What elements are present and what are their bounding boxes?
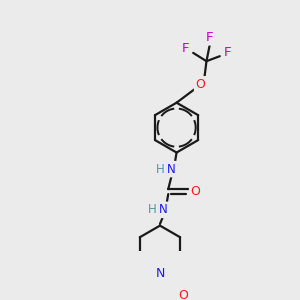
- Text: N: N: [155, 267, 165, 280]
- Text: H: H: [148, 203, 157, 216]
- Text: O: O: [196, 78, 206, 91]
- Text: F: F: [182, 42, 190, 55]
- Text: O: O: [191, 185, 201, 198]
- Text: O: O: [178, 289, 188, 300]
- Text: N: N: [167, 163, 176, 176]
- Text: F: F: [206, 31, 214, 44]
- Text: N: N: [159, 203, 168, 216]
- Text: H: H: [156, 163, 165, 176]
- Text: F: F: [224, 46, 231, 59]
